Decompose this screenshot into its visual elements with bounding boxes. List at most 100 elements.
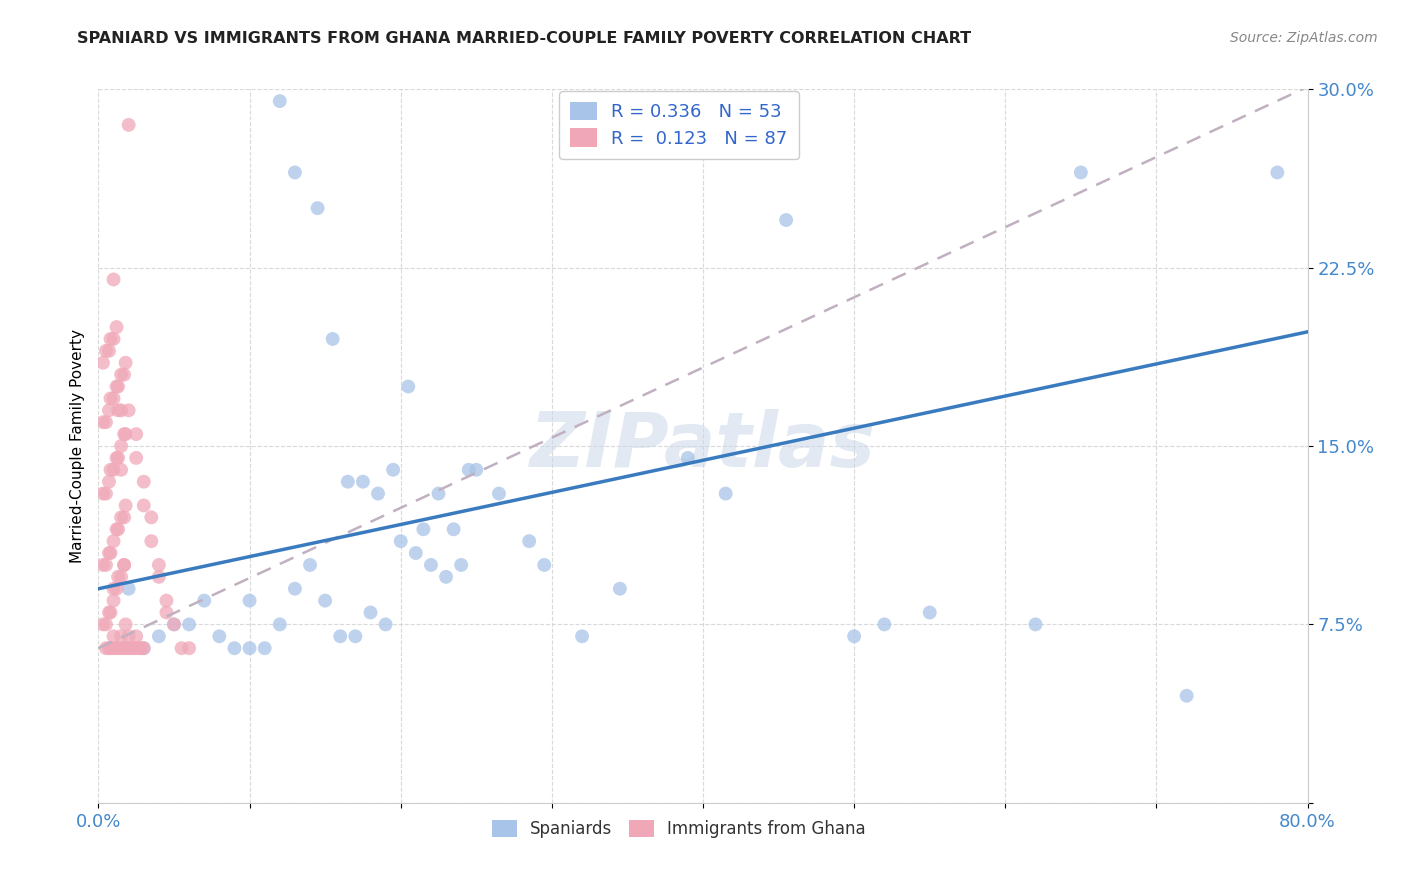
- Point: [110, 463, 132, 477]
- Point: [91, 558, 114, 572]
- Point: [155, 606, 177, 620]
- Point: [107, 570, 129, 584]
- Point: [465, 463, 488, 477]
- Point: [170, 641, 193, 656]
- Point: [125, 450, 148, 465]
- Point: [94, 486, 117, 500]
- Point: [609, 582, 631, 596]
- Point: [284, 582, 307, 596]
- Point: [114, 356, 136, 370]
- Point: [314, 593, 336, 607]
- Point: [367, 486, 389, 500]
- Point: [105, 641, 128, 656]
- Point: [110, 629, 132, 643]
- Point: [98, 343, 121, 358]
- Point: [100, 332, 122, 346]
- Point: [103, 534, 125, 549]
- Point: [122, 641, 145, 656]
- Point: [239, 641, 262, 656]
- Point: [405, 546, 427, 560]
- Point: [98, 606, 121, 620]
- Point: [141, 534, 163, 549]
- Point: [114, 617, 136, 632]
- Point: [307, 201, 329, 215]
- Point: [224, 641, 246, 656]
- Point: [110, 641, 132, 656]
- Point: [208, 629, 231, 643]
- Point: [110, 368, 132, 382]
- Point: [94, 415, 117, 429]
- Point: [100, 546, 122, 560]
- Point: [179, 641, 201, 656]
- Point: [112, 558, 135, 572]
- Point: [1024, 617, 1046, 632]
- Point: [714, 486, 737, 500]
- Point: [148, 570, 170, 584]
- Point: [103, 463, 125, 477]
- Point: [110, 510, 132, 524]
- Point: [118, 629, 141, 643]
- Point: [118, 403, 141, 417]
- Point: [873, 617, 896, 632]
- Point: [107, 522, 129, 536]
- Point: [114, 427, 136, 442]
- Point: [163, 617, 186, 632]
- Point: [91, 356, 114, 370]
- Point: [100, 392, 122, 406]
- Point: [107, 403, 129, 417]
- Point: [100, 463, 122, 477]
- Point: [918, 606, 941, 620]
- Point: [103, 593, 125, 607]
- Point: [155, 593, 177, 607]
- Point: [118, 118, 141, 132]
- Point: [114, 641, 136, 656]
- Point: [100, 641, 122, 656]
- Point: [125, 641, 148, 656]
- Point: [571, 629, 593, 643]
- Point: [125, 427, 148, 442]
- Point: [103, 272, 125, 286]
- Point: [105, 522, 128, 536]
- Point: [344, 629, 367, 643]
- Y-axis label: Married-Couple Family Poverty: Married-Couple Family Poverty: [69, 329, 84, 563]
- Point: [103, 629, 125, 643]
- Point: [103, 641, 125, 656]
- Point: [107, 450, 129, 465]
- Point: [129, 641, 152, 656]
- Point: [128, 641, 150, 656]
- Point: [269, 94, 291, 108]
- Point: [269, 617, 291, 632]
- Point: [91, 617, 114, 632]
- Point: [517, 534, 540, 549]
- Point: [844, 629, 866, 643]
- Text: SPANIARD VS IMMIGRANTS FROM GHANA MARRIED-COUPLE FAMILY POVERTY CORRELATION CHAR: SPANIARD VS IMMIGRANTS FROM GHANA MARRIE…: [77, 31, 972, 46]
- Point: [163, 617, 186, 632]
- Point: [253, 641, 276, 656]
- Point: [450, 558, 472, 572]
- Point: [352, 475, 374, 489]
- Point: [98, 403, 121, 417]
- Point: [132, 641, 155, 656]
- Point: [775, 213, 797, 227]
- Point: [434, 570, 457, 584]
- Point: [98, 546, 121, 560]
- Point: [132, 499, 155, 513]
- Point: [360, 606, 382, 620]
- Point: [1175, 689, 1198, 703]
- Point: [103, 392, 125, 406]
- Point: [103, 582, 125, 596]
- Point: [105, 320, 128, 334]
- Point: [1267, 165, 1289, 179]
- Point: [107, 379, 129, 393]
- Text: Source: ZipAtlas.com: Source: ZipAtlas.com: [1230, 31, 1378, 45]
- Point: [121, 641, 143, 656]
- Point: [100, 606, 122, 620]
- Text: ZIPatlas: ZIPatlas: [530, 409, 876, 483]
- Point: [389, 534, 412, 549]
- Point: [125, 629, 148, 643]
- Point: [112, 510, 135, 524]
- Point: [179, 617, 201, 632]
- Point: [239, 593, 262, 607]
- Point: [105, 450, 128, 465]
- Point: [488, 486, 510, 500]
